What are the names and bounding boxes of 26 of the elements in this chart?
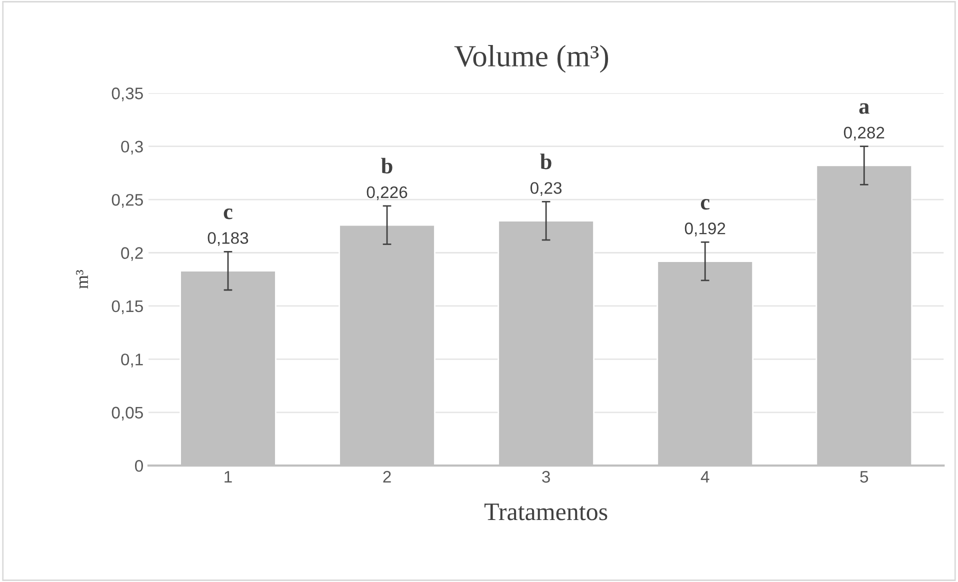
x-tick-label: 3 xyxy=(542,470,550,483)
y-tick-label: 0,35 xyxy=(112,88,143,102)
data-label: 0,226 xyxy=(366,186,408,200)
y-tick-label: 0,1 xyxy=(121,354,143,368)
x-tick-label: 2 xyxy=(383,470,391,483)
data-label: 0,282 xyxy=(844,126,884,141)
x-tick-label: 4 xyxy=(700,471,710,483)
y-axis-title: m³ xyxy=(76,270,88,289)
annotation: b xyxy=(381,158,392,174)
y-tick-label: 0,05 xyxy=(112,406,143,421)
y-tick-label: 0,15 xyxy=(112,300,143,314)
annotation: a xyxy=(859,103,870,114)
x-tick-label: 1 xyxy=(224,471,232,483)
data-label: 0,183 xyxy=(208,232,248,246)
x-tick-label: 5 xyxy=(860,471,868,483)
data-label: 0,23 xyxy=(530,182,562,196)
y-tick-label: 0 xyxy=(135,460,143,472)
chart-title: Volume (m³) xyxy=(454,45,608,73)
annotation: c xyxy=(224,208,232,220)
x-axis-title: Tratamentos xyxy=(484,504,608,520)
y-tick-label: 0,25 xyxy=(112,194,143,208)
annotation: b xyxy=(540,154,552,170)
y-tick-label: 0,2 xyxy=(121,247,143,261)
annotation: c xyxy=(700,198,710,210)
data-label: 0,192 xyxy=(684,222,726,236)
y-tick-label: 0,3 xyxy=(121,140,143,155)
